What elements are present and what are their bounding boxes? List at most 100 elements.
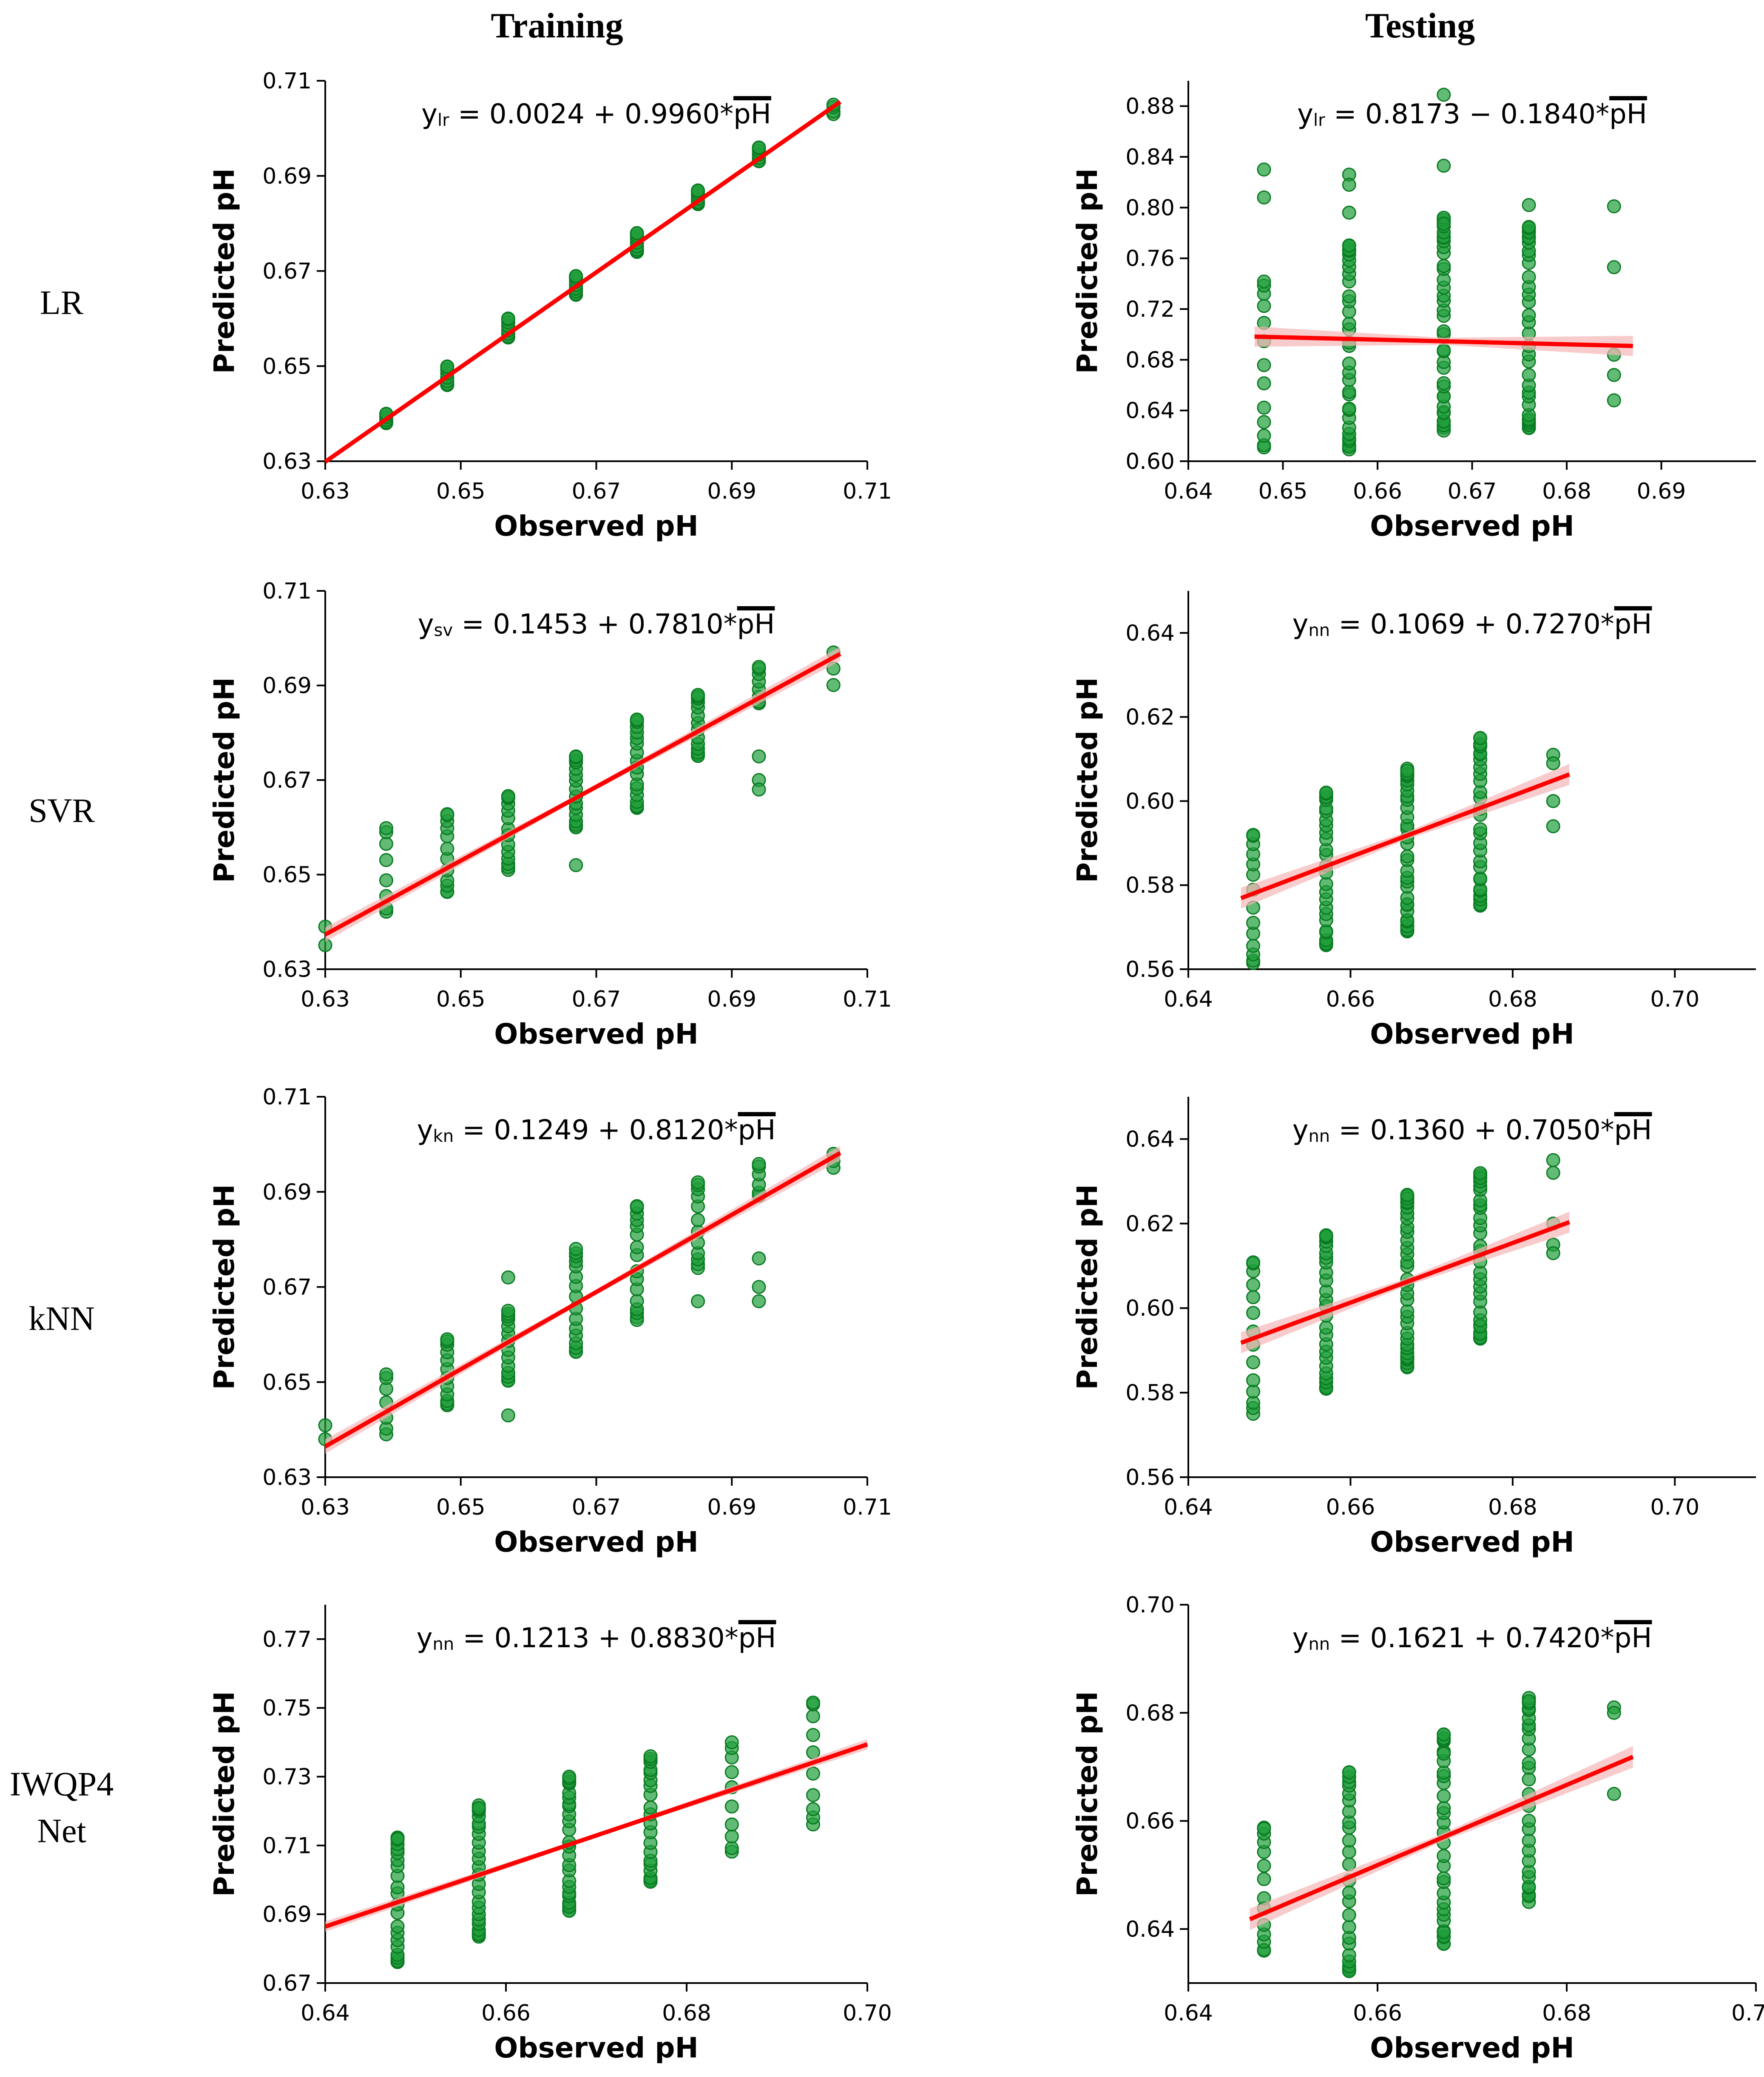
data-point — [1437, 1727, 1451, 1742]
data-point — [1400, 1188, 1415, 1202]
data-point — [440, 359, 454, 374]
data-point — [440, 807, 454, 821]
row-label-2-line-0: kNN — [28, 1300, 95, 1337]
data-point — [630, 226, 644, 240]
x-tick-label-1: 0.66 — [1353, 2000, 1402, 2026]
x-tick-label-4: 0.71 — [843, 1495, 892, 1520]
data-point — [1246, 916, 1261, 930]
data-point — [1473, 731, 1488, 745]
panel-knn-training: 0.63 0.65 0.67 0.69 0.71 0.63 0.65 0.67 0.69 0.71… — [208, 1084, 892, 1558]
y-tick-label-3: 0.72 — [1125, 297, 1175, 322]
data-point — [1437, 343, 1451, 358]
x-axis-label: Observed pH — [1370, 2032, 1574, 2064]
data-point — [826, 678, 841, 692]
x-tick-label-1: 0.65 — [436, 1495, 486, 1520]
x-tick-label-4: 0.71 — [843, 479, 892, 504]
data-point — [1522, 308, 1536, 323]
data-point — [318, 1418, 332, 1433]
data-point — [806, 1695, 820, 1710]
data-point — [1246, 1305, 1261, 1320]
data-point — [1342, 1833, 1356, 1848]
data-point — [1319, 786, 1333, 800]
y-tick-label-2: 0.67 — [262, 768, 312, 793]
data-point — [1437, 159, 1451, 173]
y-tick-label-2: 0.68 — [1125, 347, 1175, 373]
x-tick-label-3: 0.70 — [843, 2000, 892, 2026]
data-point — [390, 1832, 405, 1846]
data-point — [1522, 1813, 1536, 1828]
data-point — [1246, 828, 1261, 842]
data-point — [501, 1270, 515, 1285]
data-point — [1607, 199, 1621, 213]
data-point — [1607, 1787, 1621, 1801]
data-point — [1342, 238, 1356, 253]
scatter-points — [390, 1695, 820, 1969]
data-point — [752, 1294, 766, 1308]
x-tick-label-3: 0.70 — [1650, 987, 1699, 1012]
y-tick-label-4: 0.71 — [262, 68, 312, 94]
data-point — [691, 688, 705, 702]
y-tick-label-6: 0.84 — [1125, 145, 1175, 170]
x-tick-label-2: 0.68 — [1488, 987, 1537, 1012]
fit-line — [1254, 334, 1633, 348]
data-point — [440, 1332, 454, 1347]
panel-lr-training: 0.63 0.65 0.67 0.69 0.71 0.63 0.65 0.67 0.69 0.71… — [208, 68, 892, 542]
data-point — [1342, 401, 1356, 416]
equation-text: ynn = 0.1360 + 0.7050*pH — [1292, 1115, 1652, 1146]
x-tick-label-1: 0.66 — [1326, 1495, 1375, 1520]
equation-text: ykn = 0.1249 + 0.8120*pH — [417, 1115, 776, 1146]
x-tick-label-0: 0.63 — [301, 479, 350, 504]
data-point — [1437, 1765, 1451, 1780]
y-tick-label-4: 0.64 — [1125, 1126, 1175, 1152]
x-axis-label: Observed pH — [1370, 1526, 1574, 1558]
y-tick-label-1: 0.58 — [1125, 873, 1175, 898]
panel-iwqp4net-training: 0.64 0.66 0.68 0.70 0.67 0.69 0.71 0.73 0.75 0.77… — [208, 1605, 892, 2064]
x-tick-label-1: 0.66 — [481, 2000, 531, 2026]
data-point — [1400, 849, 1415, 864]
data-point — [1546, 819, 1560, 834]
data-point — [501, 311, 515, 326]
data-point — [1522, 368, 1536, 382]
data-point — [1342, 356, 1356, 371]
x-tick-label-0: 0.64 — [1164, 987, 1213, 1012]
data-point — [630, 1199, 644, 1213]
y-tick-label-2: 0.67 — [262, 259, 312, 284]
data-point — [1522, 1833, 1536, 1848]
equation-text: ynn = 0.1621 + 0.7420*pH — [1292, 1623, 1652, 1654]
y-tick-label-3: 0.62 — [1125, 1211, 1175, 1237]
data-point — [1246, 1255, 1261, 1270]
data-point — [569, 749, 583, 763]
y-tick-label-3: 0.73 — [262, 1765, 312, 1790]
equation-text: ylr = 0.0024 + 0.9960*pH — [421, 99, 771, 130]
data-point — [379, 873, 393, 888]
y-tick-label-1: 0.58 — [1125, 1380, 1175, 1406]
x-tick-label-1: 0.65 — [436, 987, 486, 1012]
y-tick-label-3: 0.69 — [262, 673, 312, 699]
row-label-1-line-0: SVR — [28, 792, 95, 829]
data-point — [1522, 1772, 1536, 1787]
data-point — [1319, 1228, 1333, 1243]
data-point — [1437, 1746, 1451, 1761]
y-tick-label-2: 0.68 — [1125, 1700, 1175, 1726]
data-point — [643, 1800, 658, 1815]
x-axis-label: Observed pH — [494, 2032, 698, 2064]
data-point — [569, 269, 583, 283]
y-tick-label-4: 0.71 — [262, 579, 312, 604]
x-axis-label: Observed pH — [494, 1526, 698, 1558]
column-header-testing: Testing — [1365, 6, 1475, 45]
data-point — [752, 1157, 766, 1171]
data-point — [630, 712, 644, 727]
x-axis-label: Observed pH — [494, 1018, 698, 1050]
data-point — [1437, 259, 1451, 273]
x-tick-label-0: 0.64 — [1164, 479, 1213, 504]
y-tick-label-4: 0.64 — [1125, 621, 1175, 646]
x-tick-label-2: 0.68 — [1488, 1495, 1537, 1520]
data-point — [1246, 1373, 1261, 1388]
data-point — [1257, 1872, 1271, 1886]
data-point — [1257, 376, 1271, 391]
equation-text: ysv = 0.1453 + 0.7810*pH — [418, 609, 775, 640]
y-axis-label: Predicted pH — [208, 677, 241, 883]
panel-lr-testing: 0.64 0.65 0.66 0.67 0.68 0.69 0.60 0.64 0.68 0.72… — [1071, 81, 1756, 542]
y-tick-label-0: 0.64 — [1125, 1917, 1175, 1942]
y-tick-label-2: 0.60 — [1125, 1296, 1175, 1321]
